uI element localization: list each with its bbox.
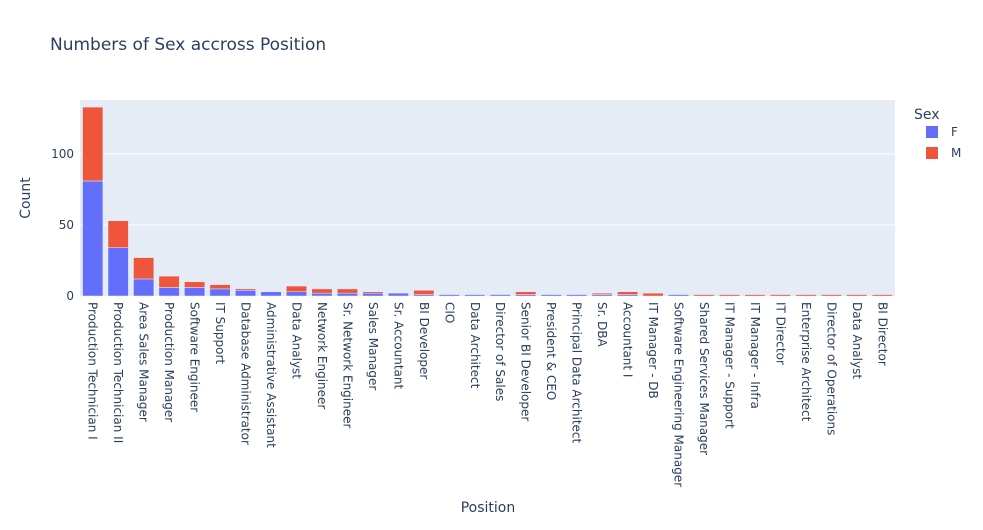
bar-M-8[interactable] — [286, 285, 307, 292]
x-tick-label-13: BI Developer — [417, 302, 431, 379]
x-tick-label-17: Senior BI Developer — [519, 302, 533, 421]
x-tick-label-22: IT Manager - DB — [646, 302, 660, 399]
x-tick-label-29: Director of Operations — [824, 302, 838, 435]
x-tick-label-3: Production Manager — [162, 302, 176, 422]
bar-F-4[interactable] — [184, 287, 206, 297]
y-axis-title: Count — [18, 177, 34, 219]
x-axis-ticks: Production Technician I Production Techni… — [86, 302, 890, 487]
chart-title: Numbers of Sex accross Position — [50, 35, 326, 55]
bar-M-13[interactable] — [413, 290, 435, 295]
x-tick-label-7: Administrative Assistant — [264, 302, 278, 448]
bar-F-7[interactable] — [260, 291, 282, 297]
bar-M-20[interactable] — [591, 292, 613, 295]
bar-F-1[interactable] — [107, 247, 129, 297]
bar-M-3[interactable] — [158, 275, 180, 288]
legend-swatch-F[interactable] — [926, 126, 938, 138]
bar-F-15[interactable] — [464, 294, 486, 297]
x-tick-label-19: Principal Data Architect — [570, 302, 584, 444]
bars — [82, 106, 893, 297]
bar-M-21[interactable] — [617, 291, 639, 295]
legend-swatch-M[interactable] — [926, 147, 938, 159]
y-tick-label-50: 50 — [59, 218, 74, 232]
x-tick-label-10: Sr. Network Engineer — [340, 302, 354, 429]
x-tick-label-2: Area Sales Manager — [137, 302, 151, 422]
x-tick-label-4: Software Engineer — [188, 302, 202, 412]
bar-M-10[interactable] — [336, 288, 358, 294]
x-tick-label-27: IT Director — [773, 302, 787, 365]
y-axis-ticks: 0 50 100 — [51, 147, 74, 303]
bar-M-28[interactable] — [795, 294, 817, 297]
x-axis-title: Position — [461, 500, 516, 516]
bar-M-25[interactable] — [719, 294, 740, 297]
bar-F-12[interactable] — [387, 292, 409, 297]
bar-M-26[interactable] — [744, 294, 766, 297]
bar-M-24[interactable] — [693, 294, 715, 297]
x-tick-label-14: CIO — [442, 302, 456, 323]
x-tick-label-23: Software Engineering Manager — [672, 302, 686, 487]
bar-F-23[interactable] — [668, 294, 689, 297]
bar-M-0[interactable] — [82, 106, 104, 182]
bar-M-29[interactable] — [820, 294, 842, 297]
bar-F-18[interactable] — [540, 294, 562, 297]
bar-M-4[interactable] — [184, 281, 206, 288]
bar-F-9[interactable] — [311, 292, 333, 297]
x-tick-label-0: Production Technician I — [86, 302, 100, 440]
bar-M-6[interactable] — [235, 288, 256, 291]
x-tick-label-12: Sr. Accountant — [391, 302, 405, 389]
x-tick-label-21: Accountant I — [621, 302, 635, 377]
legend-label-M[interactable]: M — [951, 146, 961, 160]
x-tick-label-6: Database Administrator — [239, 302, 253, 445]
bar-F-10[interactable] — [336, 292, 358, 297]
x-tick-label-11: Sales Manager — [366, 302, 380, 390]
x-tick-label-31: BI Director — [875, 302, 889, 366]
bar-F-8[interactable] — [286, 291, 307, 297]
bar-F-2[interactable] — [133, 278, 155, 297]
x-tick-label-28: Enterprise Architect — [799, 302, 813, 422]
x-tick-label-26: IT Manager - Infra — [748, 302, 762, 409]
bar-F-0[interactable] — [82, 180, 104, 297]
x-tick-label-9: Network Engineer — [315, 302, 329, 409]
x-tick-label-5: IT Support — [213, 302, 227, 364]
x-tick-label-30: Data Analyst — [850, 302, 864, 379]
bar-M-1[interactable] — [107, 220, 129, 248]
legend-title: Sex — [914, 107, 940, 123]
bar-M-9[interactable] — [311, 288, 333, 294]
bar-M-31[interactable] — [871, 294, 893, 297]
x-tick-label-1: Production Technician II — [111, 302, 125, 443]
bar-M-5[interactable] — [209, 284, 231, 290]
x-tick-label-16: Director of Sales — [493, 302, 507, 401]
plot-area — [80, 100, 895, 296]
y-tick-label-0: 0 — [66, 289, 74, 303]
bar-F-11[interactable] — [362, 292, 384, 297]
bar-M-22[interactable] — [642, 292, 664, 297]
bar-M-27[interactable] — [769, 294, 791, 297]
bar-M-11[interactable] — [362, 291, 384, 294]
legend: Sex FM — [914, 107, 961, 160]
bar-F-5[interactable] — [209, 288, 231, 297]
x-tick-label-20: Sr. DBA — [595, 302, 609, 348]
legend-label-F[interactable]: F — [951, 125, 958, 139]
bar-F-14[interactable] — [438, 294, 460, 297]
y-tick-label-100: 100 — [51, 147, 74, 161]
plot-background — [80, 100, 895, 296]
x-tick-label-25: IT Manager - Support — [722, 302, 736, 429]
x-tick-label-18: President & CEO — [544, 302, 558, 400]
bar-F-19[interactable] — [566, 294, 588, 297]
bar-M-30[interactable] — [846, 294, 868, 297]
bar-M-17[interactable] — [515, 291, 537, 295]
x-tick-label-8: Data Analyst — [289, 302, 303, 379]
bar-F-3[interactable] — [158, 287, 180, 297]
bar-F-16[interactable] — [489, 294, 511, 297]
bar-F-6[interactable] — [235, 290, 256, 297]
x-tick-label-24: Shared Services Manager — [697, 302, 711, 455]
x-tick-label-15: Data Architect — [468, 302, 482, 389]
bar-M-2[interactable] — [133, 257, 155, 280]
